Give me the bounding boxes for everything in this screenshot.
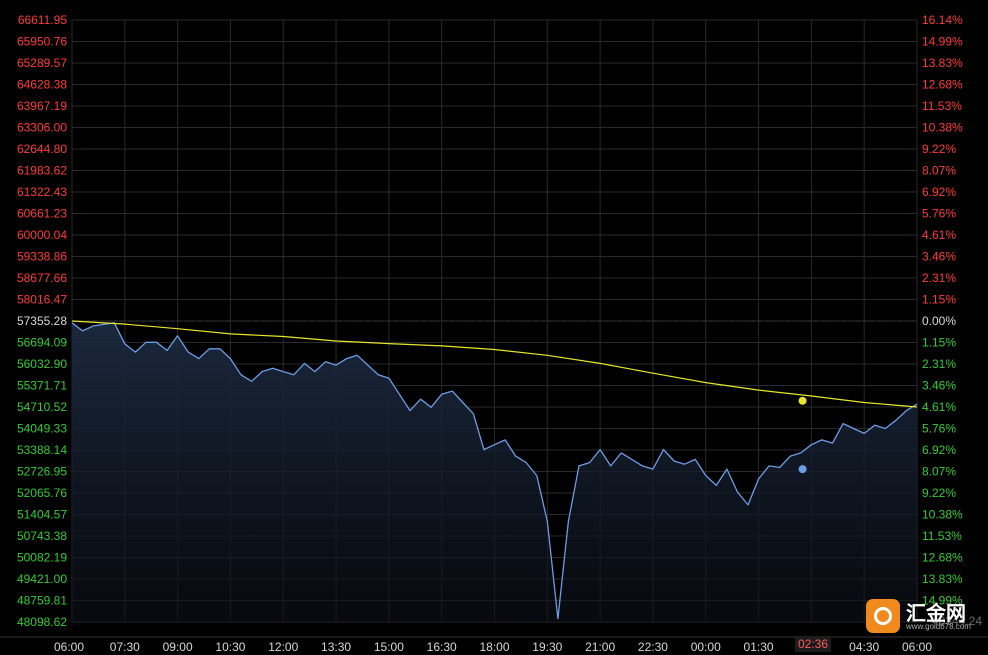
left-axis-label: 58016.47: [17, 293, 67, 307]
right-axis-label: 14.99%: [922, 594, 963, 608]
left-axis-label: 55371.71: [17, 379, 67, 393]
right-axis-label: 12.68%: [922, 78, 963, 92]
left-axis-label: 65950.76: [17, 35, 67, 49]
right-axis-label: 8.07%: [922, 465, 956, 479]
right-axis-label: 9.22%: [922, 486, 956, 500]
x-axis-label: 12:00: [268, 640, 298, 654]
left-axis-label: 57355.28: [17, 314, 67, 328]
logo: 汇金网 www.gold678.com: [866, 597, 978, 635]
cursor-value-readout: 48344.24: [932, 614, 983, 628]
x-axis-label: 22:30: [638, 640, 668, 654]
right-axis-label: 13.83%: [922, 56, 963, 70]
left-axis-label: 60661.23: [17, 207, 67, 221]
left-axis-label: 61322.43: [17, 185, 67, 199]
right-axis-label: 4.61%: [922, 400, 956, 414]
left-axis-label: 49421.00: [17, 572, 67, 586]
left-axis-label: 58677.66: [17, 271, 67, 285]
left-axis-label: 52726.95: [17, 465, 67, 479]
average-line: [71, 320, 918, 408]
right-axis-label: 6.92%: [922, 443, 956, 457]
right-axis-label: 11.53%: [922, 99, 962, 113]
x-axis-label: 00:00: [691, 640, 721, 654]
right-axis-label: 8.07%: [922, 164, 956, 178]
x-axis-label: 06:00: [902, 640, 932, 654]
x-axis-label: 21:00: [585, 640, 615, 654]
x-axis-label: 16:30: [427, 640, 457, 654]
left-axis-label: 50743.38: [17, 529, 67, 543]
left-axis-label: 54049.33: [17, 422, 67, 436]
left-axis-label: 64628.38: [17, 78, 67, 92]
logo-url: www.gold678.com: [906, 622, 971, 631]
right-axis-label: 10.38%: [922, 121, 963, 135]
right-axis-label: 3.46%: [922, 379, 956, 393]
x-axis-label: 13:30: [321, 640, 351, 654]
x-axis-label: 10:30: [215, 640, 245, 654]
right-axis-label: 5.76%: [922, 422, 956, 436]
right-axis-label: 3.46%: [922, 250, 956, 264]
left-axis-label: 51404.57: [17, 508, 67, 522]
left-axis-label: 59338.86: [17, 250, 67, 264]
right-axis-label: 16.14%: [922, 13, 963, 27]
right-axis-label: 1.15%: [922, 293, 956, 307]
left-axis-label: 56694.09: [17, 336, 67, 350]
left-axis-label: 48098.62: [17, 615, 67, 629]
right-axis-label: 6.92%: [922, 185, 956, 199]
right-axis-label: 10.38%: [922, 508, 963, 522]
right-axis-label: 2.31%: [922, 357, 956, 371]
x-axis-label: 18:00: [479, 640, 509, 654]
right-axis-label: 2.31%: [922, 271, 956, 285]
right-axis-label: 12.68%: [922, 551, 963, 565]
left-axis-label: 66611.95: [18, 13, 67, 27]
x-axis-label: 09:00: [163, 640, 193, 654]
x-axis-label: 04:30: [849, 640, 879, 654]
left-axis-label: 56032.90: [17, 357, 67, 371]
right-axis-label: 4.61%: [922, 228, 956, 242]
left-axis-label: 52065.76: [17, 486, 67, 500]
left-axis-label: 50082.19: [17, 551, 67, 565]
average-marker: [798, 396, 807, 405]
left-axis-label: 61983.62: [17, 164, 67, 178]
logo-icon: [866, 599, 900, 633]
right-axis-label: 5.76%: [922, 207, 956, 221]
price-area: [72, 322, 917, 622]
left-axis-label: 62644.80: [17, 142, 67, 156]
x-axis-label: 01:30: [744, 640, 774, 654]
left-axis-label: 53388.14: [17, 443, 67, 457]
cursor-time-badge: 02:36: [795, 636, 831, 652]
right-axis-label: 13.83%: [922, 572, 963, 586]
left-axis-label: 63306.00: [17, 121, 67, 135]
price-marker: [798, 465, 807, 474]
price-line: [71, 322, 918, 620]
left-axis-label: 60000.04: [17, 228, 67, 242]
right-axis-label: 1.15%: [922, 336, 956, 350]
right-axis-label: 9.22%: [922, 142, 956, 156]
x-axis-label: 15:00: [374, 640, 404, 654]
left-axis-label: 65289.57: [17, 56, 67, 70]
x-axis-label: 06:00: [54, 640, 84, 654]
x-axis-label: 07:30: [110, 640, 140, 654]
x-axis-label: 19:30: [532, 640, 562, 654]
right-axis-label: 0.00%: [922, 314, 956, 328]
left-axis-label: 63967.19: [17, 99, 67, 113]
left-axis-label: 48759.81: [17, 594, 67, 608]
right-axis-label: 11.53%: [922, 529, 962, 543]
logo-name: 汇金网: [906, 601, 966, 625]
right-axis-label: 14.99%: [922, 35, 963, 49]
left-axis-label: 54710.52: [17, 400, 67, 414]
